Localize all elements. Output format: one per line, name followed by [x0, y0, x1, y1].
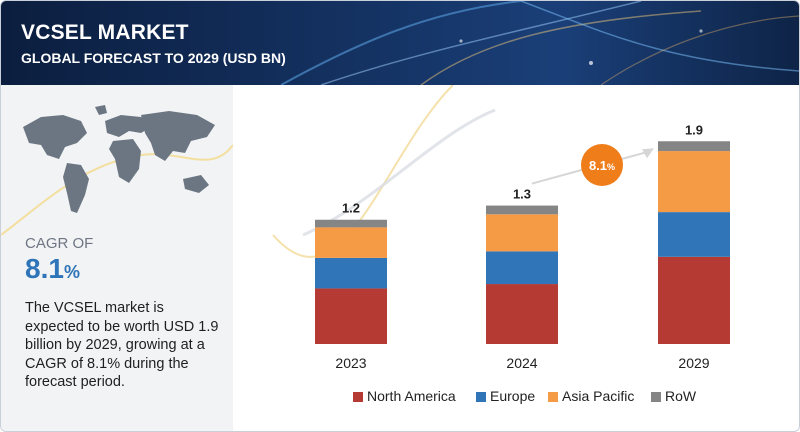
bar-europe-2029 [658, 212, 730, 257]
legend-label-north-america: North America [367, 388, 456, 404]
x-tick-label-2024: 2024 [506, 355, 537, 371]
x-tick-label-2029: 2029 [678, 355, 709, 371]
cagr-badge-unit: % [607, 162, 615, 172]
decor-swoosh [272, 85, 454, 258]
legend-label-asia-pacific: Asia Pacific [562, 388, 634, 404]
summary-panel: CAGR OF 8.1% The VCSEL market is expecte… [1, 85, 233, 431]
bar-row-2024 [486, 205, 558, 215]
legend-swatch-asia-pacific [548, 392, 558, 402]
header-light-trails [280, 1, 799, 85]
legend-label-row: RoW [665, 388, 697, 404]
bar-asia-pacific-2029 [658, 151, 730, 213]
market-description: The VCSEL market is expected to be worth… [25, 300, 219, 391]
bar-asia-pacific-2023 [315, 227, 387, 258]
bar-north-america-2024 [486, 284, 558, 344]
cagr-badge-label: 8.1% [589, 158, 615, 173]
legend-swatch-row [651, 392, 661, 402]
bar-row-2029 [658, 141, 730, 152]
cagr-value: 8.1% [25, 253, 80, 285]
page-title: VCSEL MARKET [21, 21, 189, 44]
page-subtitle: GLOBAL FORECAST TO 2029 (USD BN) [21, 50, 286, 66]
cagr-badge [581, 144, 623, 186]
cagr-number: 8.1 [25, 253, 64, 284]
legend-swatch-north-america [353, 392, 363, 402]
legend-swatch-europe [476, 392, 486, 402]
decor-swoosh [302, 108, 496, 237]
world-map-icon [23, 105, 215, 213]
bar-total-label-2023: 1.2 [342, 201, 360, 216]
legend-label-europe: Europe [490, 388, 535, 404]
bar-total-label-2024: 1.3 [513, 187, 531, 202]
chart-area: 1.2 2023 1.3 2024 1.9 2029 8.1% North America Eu… [233, 85, 799, 431]
bar-north-america-2029 [658, 256, 730, 344]
x-tick-label-2023: 2023 [335, 355, 366, 371]
bar-total-label-2029: 1.9 [685, 122, 703, 137]
header-banner: VCSEL MARKET GLOBAL FORECAST TO 2029 (US… [1, 1, 799, 85]
bar-asia-pacific-2024 [486, 214, 558, 252]
world-map-graphic [1, 105, 233, 236]
bar-row-2023 [315, 219, 387, 228]
cagr-label: CAGR OF [25, 235, 94, 252]
cagr-unit: % [63, 262, 80, 282]
growth-arrow-head [642, 148, 654, 159]
bar-north-america-2023 [315, 288, 387, 344]
stacked-bar-chart: 1.2 2023 1.3 2024 1.9 2029 8.1% North America Eu… [272, 85, 730, 404]
bar-europe-2024 [486, 251, 558, 285]
bar-europe-2023 [315, 257, 387, 289]
